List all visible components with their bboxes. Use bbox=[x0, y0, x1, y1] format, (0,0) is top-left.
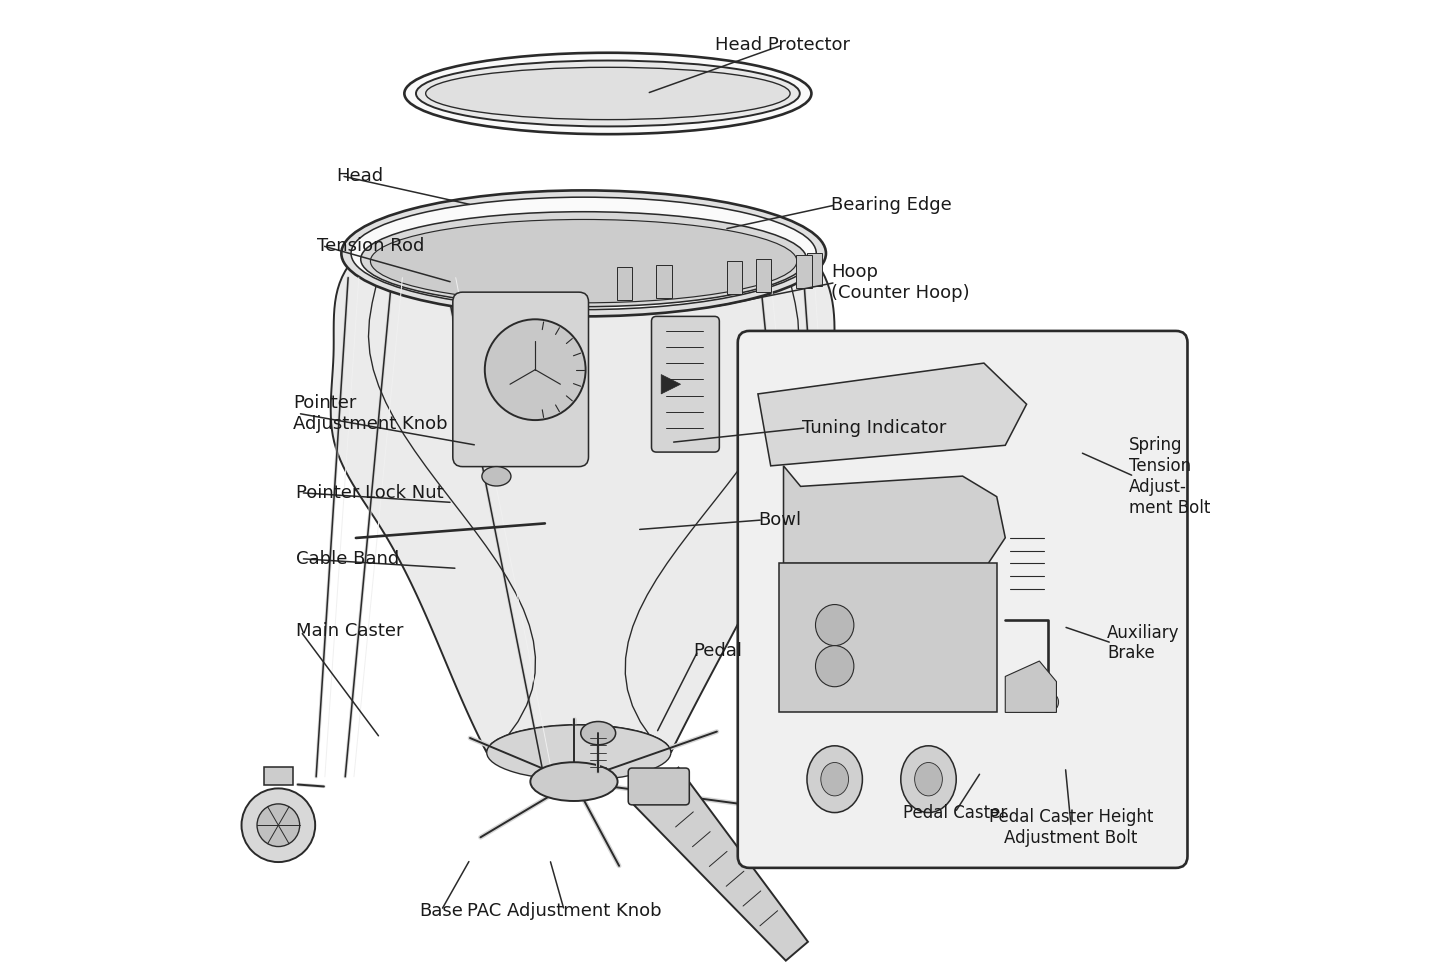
Text: Pedal: Pedal bbox=[693, 642, 742, 660]
FancyBboxPatch shape bbox=[453, 293, 589, 467]
Text: Tension Rod: Tension Rod bbox=[317, 236, 424, 255]
Ellipse shape bbox=[900, 746, 956, 813]
Ellipse shape bbox=[416, 60, 800, 126]
FancyBboxPatch shape bbox=[796, 256, 812, 289]
Ellipse shape bbox=[820, 762, 849, 796]
Polygon shape bbox=[634, 768, 807, 960]
Ellipse shape bbox=[404, 52, 812, 134]
Ellipse shape bbox=[580, 721, 616, 745]
FancyBboxPatch shape bbox=[727, 261, 742, 295]
FancyBboxPatch shape bbox=[656, 265, 672, 298]
Ellipse shape bbox=[530, 762, 617, 801]
FancyBboxPatch shape bbox=[629, 768, 689, 805]
FancyBboxPatch shape bbox=[807, 254, 823, 287]
Polygon shape bbox=[757, 364, 1026, 466]
Ellipse shape bbox=[816, 645, 855, 687]
Ellipse shape bbox=[915, 762, 942, 796]
Text: Pedal Caster Height
Adjustment Bolt: Pedal Caster Height Adjustment Bolt bbox=[989, 808, 1153, 847]
Text: Auxiliary
Brake: Auxiliary Brake bbox=[1107, 624, 1179, 662]
Text: Pointer
Adjustment Knob: Pointer Adjustment Knob bbox=[293, 394, 447, 433]
Text: Pointer Lock Nut: Pointer Lock Nut bbox=[296, 484, 443, 502]
Ellipse shape bbox=[257, 804, 300, 847]
Polygon shape bbox=[1005, 661, 1056, 712]
Polygon shape bbox=[779, 564, 997, 712]
Text: Spring
Tension
Adjust-
ment Bolt: Spring Tension Adjust- ment Bolt bbox=[1129, 436, 1210, 516]
Text: Tuning Indicator: Tuning Indicator bbox=[802, 419, 946, 436]
Polygon shape bbox=[783, 466, 1005, 564]
Text: Hoop
(Counter Hoop): Hoop (Counter Hoop) bbox=[830, 263, 969, 302]
FancyBboxPatch shape bbox=[756, 260, 772, 293]
Ellipse shape bbox=[360, 212, 806, 307]
Ellipse shape bbox=[816, 605, 855, 645]
Ellipse shape bbox=[370, 220, 797, 303]
Text: PAC Adjustment Knob: PAC Adjustment Knob bbox=[467, 901, 662, 920]
Ellipse shape bbox=[487, 725, 670, 781]
Text: Bearing Edge: Bearing Edge bbox=[830, 196, 952, 214]
Text: Main Caster: Main Caster bbox=[296, 622, 403, 641]
Text: Head: Head bbox=[336, 167, 383, 185]
Ellipse shape bbox=[482, 467, 512, 486]
FancyBboxPatch shape bbox=[617, 267, 632, 299]
Text: Bowl: Bowl bbox=[759, 511, 802, 529]
Ellipse shape bbox=[484, 319, 586, 420]
Ellipse shape bbox=[426, 67, 790, 120]
Polygon shape bbox=[330, 265, 835, 752]
Text: Pedal Caster: Pedal Caster bbox=[903, 804, 1007, 821]
Ellipse shape bbox=[242, 788, 316, 862]
Text: Head Protector: Head Protector bbox=[714, 36, 850, 54]
FancyBboxPatch shape bbox=[737, 330, 1187, 868]
Text: Cable Band: Cable Band bbox=[296, 550, 399, 568]
Polygon shape bbox=[662, 374, 680, 394]
Ellipse shape bbox=[342, 191, 826, 317]
FancyBboxPatch shape bbox=[652, 317, 719, 452]
Ellipse shape bbox=[352, 197, 816, 310]
Ellipse shape bbox=[1037, 692, 1059, 712]
Ellipse shape bbox=[807, 746, 863, 813]
Polygon shape bbox=[264, 767, 293, 784]
Text: Base: Base bbox=[419, 901, 463, 920]
